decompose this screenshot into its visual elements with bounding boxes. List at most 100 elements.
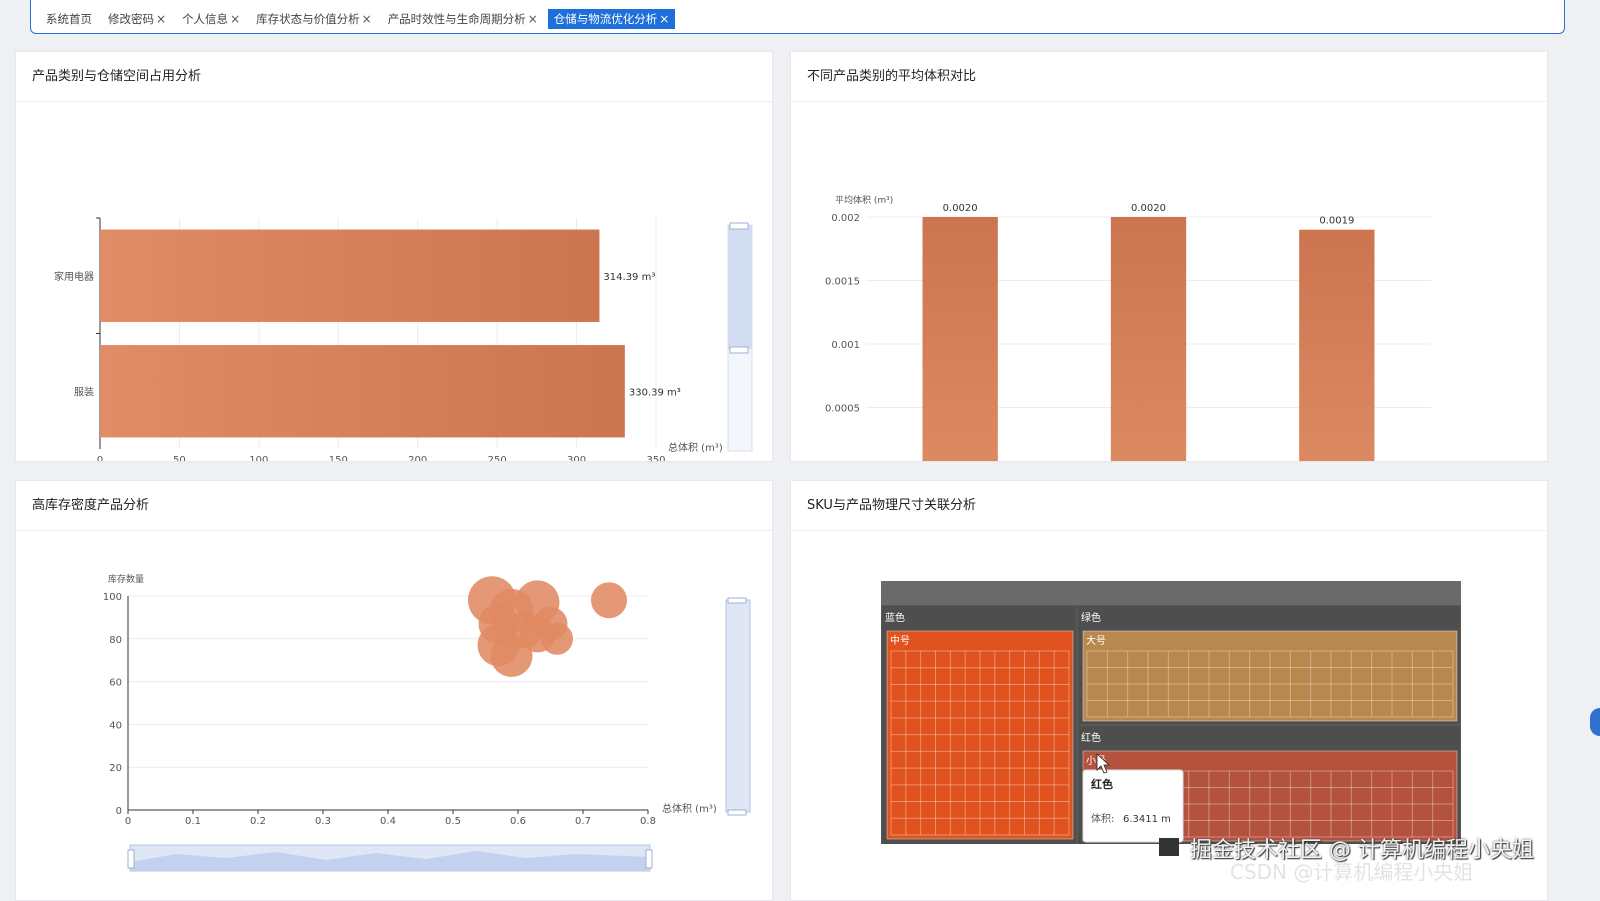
x-tick-label: 0.8	[640, 816, 656, 827]
tab-0[interactable]: 系统首页	[40, 9, 98, 29]
y-tick-label: 0.002	[831, 213, 860, 224]
x-tick-label: 0	[97, 455, 103, 461]
tab-label: 仓储与物流优化分析	[553, 12, 658, 26]
treemap-node	[886, 630, 1074, 840]
card-storage: 产品类别与仓储空间占用分析 0 50 100 150 200 250 300 350 家用电器 3…	[15, 51, 773, 462]
close-icon[interactable]: ×	[230, 12, 241, 26]
tab-label: 产品时效性与生命周期分析	[387, 12, 526, 26]
tooltip-title: 红色	[1091, 777, 1113, 791]
zoom-handle-bottom	[727, 809, 747, 816]
card-title: SKU与产品物理尺寸关联分析	[791, 481, 1547, 531]
treemap-header	[881, 581, 1461, 605]
bar	[922, 217, 998, 461]
card-sku: SKU与产品物理尺寸关联分析 蓝色 中号 绿色 大号 红色 小号 红色 体积: 6.3411 m	[790, 480, 1548, 901]
treemap-group-label: 绿色	[1081, 611, 1101, 624]
x-axis-label: 总体积 (m³)	[662, 802, 717, 815]
close-icon[interactable]: ×	[527, 12, 538, 26]
watermark: 掘金技术社区 @ 计算机编程小央姐	[1190, 838, 1534, 863]
tab-label: 修改密码	[108, 12, 154, 26]
tab-label: 库存状态与价值分析	[256, 12, 360, 26]
tab-label: 系统首页	[46, 12, 92, 26]
tab-bar: 系统首页 修改密码 × 个人信息 × 库存状态与价值分析 × 产品时效性与生命周期分析 × 仓储与…	[40, 9, 676, 29]
data-label: 330.39 m³	[629, 387, 681, 398]
x-tick-label: 200	[408, 455, 427, 461]
tab-5[interactable]: 仓储与物流优化分析 ×	[547, 9, 676, 29]
zoom-sparkline	[130, 851, 650, 871]
y-tick-label: 0.0005	[825, 404, 860, 415]
x-tick-label: 350	[646, 455, 665, 461]
bar	[100, 229, 600, 322]
x-tick-label: 0.6	[510, 816, 526, 827]
side-float-button[interactable]	[1590, 708, 1600, 736]
x-tick-label: 0	[125, 816, 131, 827]
x-tick-label: 0.2	[250, 816, 266, 827]
scatter-point	[591, 582, 627, 619]
cursor-icon	[1096, 753, 1111, 774]
tab-2[interactable]: 个人信息 ×	[176, 9, 247, 29]
tab-1[interactable]: 修改密码 ×	[102, 9, 173, 29]
x-tick-label: 300	[567, 455, 586, 461]
y-tick-label: 20	[109, 763, 122, 774]
treemap-group-label: 红色	[1081, 731, 1101, 744]
tab-label: 个人信息	[182, 12, 229, 26]
zoom-track	[725, 599, 751, 813]
y-tick-label: 0.0015	[825, 277, 860, 288]
y-tick-label: 100	[103, 592, 122, 603]
bar	[100, 345, 625, 438]
close-icon[interactable]: ×	[361, 12, 372, 26]
treemap-node-label: 大号	[1086, 634, 1106, 647]
x-tick-label: 0.4	[380, 816, 396, 827]
x-tick-label: 150	[329, 455, 348, 461]
data-label: 0.0020	[943, 203, 978, 214]
zoom-window	[728, 225, 752, 349]
scatter-point	[541, 622, 573, 655]
bar	[1110, 217, 1187, 461]
data-label: 314.39 m³	[603, 272, 655, 283]
card-title: 高库存密度产品分析	[16, 481, 772, 531]
tab-4[interactable]: 产品时效性与生命周期分析 ×	[381, 9, 544, 29]
y-tick-label: 0.001	[831, 340, 860, 351]
x-tick-label: 100	[249, 455, 268, 461]
y-tick-label: 40	[109, 720, 122, 731]
x-tick-label: 0.5	[445, 816, 461, 827]
y-tick-label: 80	[109, 635, 122, 646]
zoom-handle-bottom	[729, 346, 749, 354]
data-label: 0.0019	[1319, 216, 1354, 227]
storage-bar-chart: 0 50 100 150 200 250 300 350 家用电器 314.39 m³ 服装 330.…	[54, 217, 753, 461]
density-scatter-chart: 0 20 40 60 80 100 0 0.1 0.2 0.3 0.4 0.5 0.6 0.7 0.8 库存数…	[103, 573, 751, 872]
y-tick-label: 60	[109, 678, 122, 689]
watermark-secondary: CSDN @计算机编程小央姐	[1230, 860, 1474, 884]
scatter-point	[490, 634, 533, 677]
x-axis-label: 总体积 (m³)	[668, 441, 723, 454]
y-axis-label: 库存数量	[108, 573, 144, 585]
zoom-handle-left	[127, 849, 135, 869]
x-tick-label: 0.3	[315, 816, 331, 827]
y-tick-label: 0	[116, 806, 122, 817]
tooltip-value: 6.3411 m	[1123, 814, 1171, 825]
y-tick-label: 家用电器	[54, 270, 94, 283]
treemap-node	[1082, 630, 1458, 722]
y-tick-label: 服装	[74, 385, 94, 398]
x-tick-label: 250	[488, 455, 507, 461]
treemap-node-label: 中号	[890, 634, 910, 647]
tab-3[interactable]: 库存状态与价值分析 ×	[250, 9, 378, 29]
zoom-handle-top	[729, 222, 749, 230]
card-title: 不同产品类别的平均体积对比	[791, 52, 1547, 102]
x-tick-label: 50	[173, 455, 186, 461]
zoom-handle-top	[727, 597, 747, 604]
bar	[1299, 229, 1375, 461]
x-tick-label: 0.1	[185, 816, 201, 827]
data-label: 0.0020	[1131, 203, 1166, 214]
x-tick-label: 0.7	[575, 816, 591, 827]
tooltip-box	[1082, 769, 1184, 843]
y-axis-label: 平均体积 (m³)	[835, 194, 893, 206]
tooltip-label: 体积:	[1091, 813, 1114, 825]
zoom-handle-right	[645, 849, 653, 869]
close-icon[interactable]: ×	[659, 12, 670, 26]
card-title: 产品类别与仓储空间占用分析	[16, 52, 772, 102]
tooltip-shadow-block	[1159, 838, 1179, 856]
close-icon[interactable]: ×	[156, 12, 167, 26]
card-density: 高库存密度产品分析 0 20 40 60 80 100 0 0.1 0.2 0.3 0.4 0.5 0.…	[15, 480, 773, 901]
